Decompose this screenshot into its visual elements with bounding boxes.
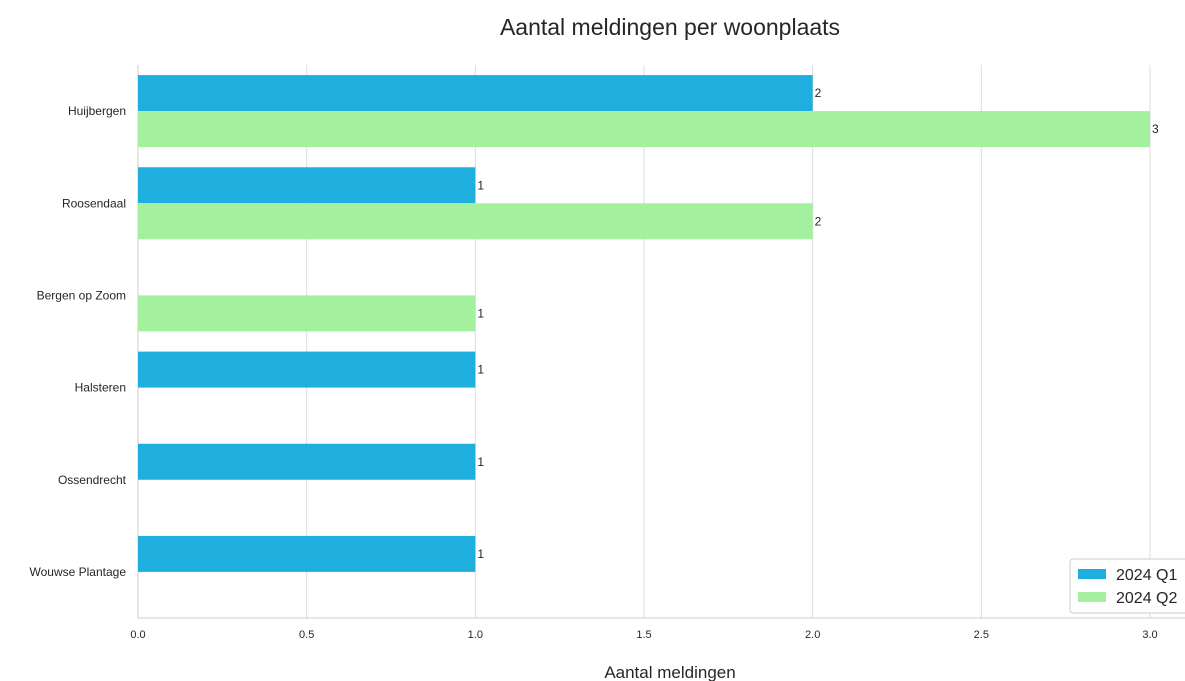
legend-entry: 2024 Q1 xyxy=(1116,567,1177,584)
legend-swatch xyxy=(1078,569,1106,579)
data-labels: 2 3 1 2 1 1 1 1 xyxy=(477,86,1159,561)
x-tick-label: 1.0 xyxy=(468,629,483,641)
legend-entry: 2024 Q2 xyxy=(1116,590,1177,607)
bar-value-label: 2 xyxy=(815,86,822,100)
x-tick-labels: 0.0 0.5 1.0 1.5 2.0 2.5 3.0 xyxy=(130,629,1157,641)
x-axis-label: Aantal meldingen xyxy=(604,663,735,681)
bar-value-label: 1 xyxy=(477,363,484,377)
category-label: Halsteren xyxy=(75,381,126,395)
bar xyxy=(138,75,813,112)
bar-value-label: 1 xyxy=(477,455,484,469)
bar-value-label: 1 xyxy=(477,547,484,561)
category-label: Bergen op Zoom xyxy=(37,288,126,302)
y-category-labels: Huijbergen Roosendaal Bergen op Zoom Halste… xyxy=(29,104,126,579)
bar xyxy=(138,295,476,332)
chart-title: Aantal meldingen per woonplaats xyxy=(500,14,840,40)
category-label: Huijbergen xyxy=(68,104,126,118)
x-tick-label: 1.5 xyxy=(636,629,651,641)
bars xyxy=(138,75,1150,572)
x-tick-label: 0.5 xyxy=(299,629,314,641)
category-label: Ossendrecht xyxy=(58,473,127,487)
axes xyxy=(137,65,1185,619)
bar xyxy=(138,535,476,572)
category-label: Wouwse Plantage xyxy=(29,565,126,579)
bar xyxy=(138,167,476,204)
x-tick-label: 2.0 xyxy=(805,629,820,641)
bar-value-label: 1 xyxy=(477,306,484,320)
bar xyxy=(138,351,476,388)
x-tick-label: 0.0 xyxy=(130,629,145,641)
x-tick-label: 3.0 xyxy=(1142,629,1157,641)
legend-swatch xyxy=(1078,592,1106,602)
legend: 2024 Q1 2024 Q2 xyxy=(1069,558,1185,614)
x-tick-label: 2.5 xyxy=(974,629,989,641)
bar xyxy=(138,111,1150,148)
bar xyxy=(138,203,813,240)
category-label: Roosendaal xyxy=(62,196,126,210)
grid-lines xyxy=(306,65,1151,618)
bar-value-label: 1 xyxy=(477,178,484,192)
bar-value-label: 2 xyxy=(815,214,822,228)
bar-value-label: 3 xyxy=(1152,122,1159,136)
bar xyxy=(138,443,476,480)
